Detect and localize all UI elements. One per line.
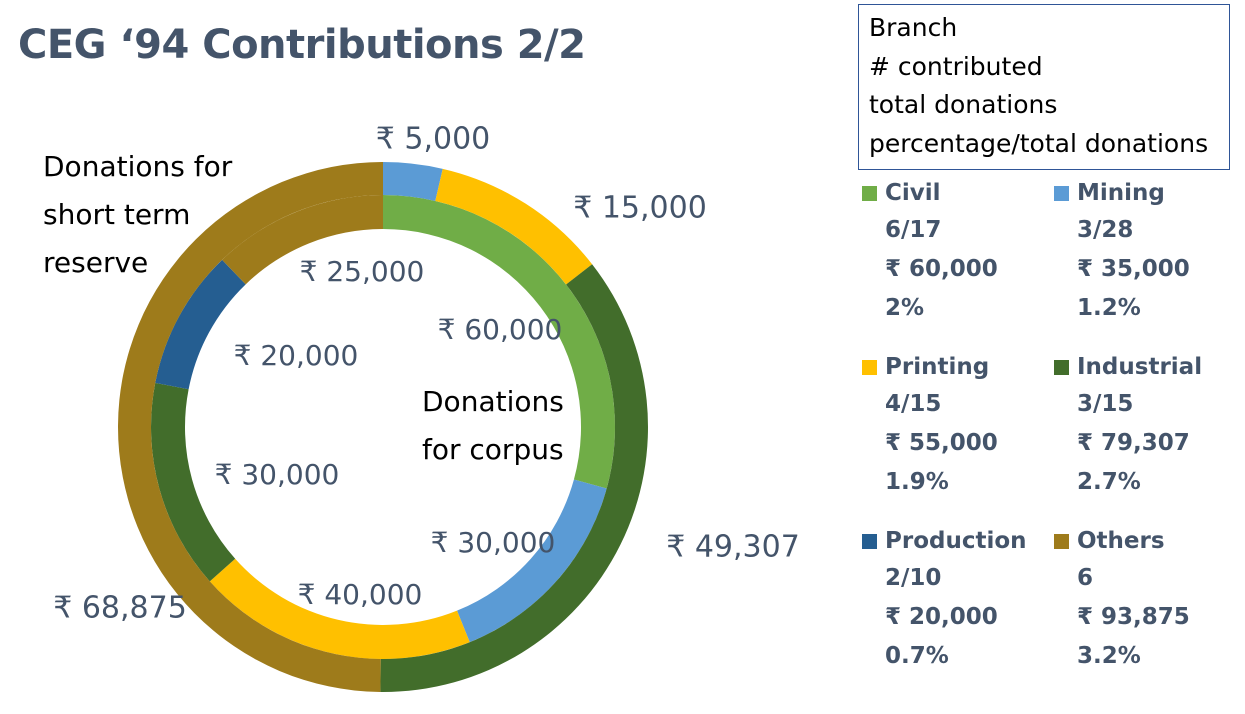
outer-slice-others [117,162,383,692]
legend-key-box: Branch # contributed total donations per… [858,4,1230,170]
legend-contributed: 6/17 [885,217,942,243]
outer-label-mining: ₹ 5,000 [376,122,491,157]
inner-slice-printing [209,558,470,659]
legend-total: ₹ 93,875 [1077,604,1190,630]
legend-contributed: 6 [1077,565,1094,591]
key-line-contributed: # contributed [869,51,1043,81]
inner-slice-industrial [150,382,236,582]
legend-swatch [1054,185,1069,201]
legend-contributed: 3/28 [1077,217,1134,243]
legend-total: ₹ 20,000 [885,604,998,630]
inner-label-industrial: ₹ 30,000 [215,458,340,491]
legend-printing: Printing 4/15 ₹ 55,000 1.9% [862,349,1047,502]
legend-branch-name: Mining [1077,180,1165,206]
inner-label-civil: ₹ 60,000 [438,313,563,346]
legend-total: ₹ 35,000 [1077,256,1190,282]
outer-slice-industrial [380,264,648,693]
legend-percentage: 1.2% [1077,295,1141,321]
legend-branch-name: Civil [885,180,941,206]
legend-swatch [862,533,877,549]
short-term-line-1: Donations for [43,150,233,183]
legend-swatch [1054,533,1069,549]
inner-label-others: ₹ 25,000 [300,255,425,288]
outer-label-industrial: ₹ 49,307 [666,530,800,565]
legend-percentage: 3.2% [1077,643,1141,669]
legend-civil: Civil 6/17 ₹ 60,000 2% [862,175,1047,328]
short-term-line-2: short term [43,198,191,231]
legend-mining: Mining 3/28 ₹ 35,000 1.2% [1054,175,1239,328]
legend-swatch [862,359,877,375]
legend-percentage: 2.7% [1077,469,1141,495]
slide-title: CEG ‘94 Contributions 2/2 [18,22,586,68]
short-term-annotation: Donations for short term reserve [43,143,232,287]
legend-industrial: Industrial 3/15 ₹ 79,307 2.7% [1054,349,1239,502]
short-term-line-3: reserve [43,246,149,279]
corpus-line-2: for corpus [422,433,564,466]
legend-production: Production 2/10 ₹ 20,000 0.7% [862,523,1047,676]
legend-total: ₹ 79,307 [1077,430,1190,456]
legend-total: ₹ 55,000 [885,430,998,456]
outer-slice-printing [435,168,593,285]
corpus-annotation: Donations for corpus [422,378,564,474]
legend-percentage: 1.9% [885,469,949,495]
inner-label-mining: ₹ 30,000 [431,526,556,559]
legend-contributed: 4/15 [885,391,942,417]
legend-others: Others 6 ₹ 93,875 3.2% [1054,523,1239,676]
legend-branch-name: Production [885,528,1027,554]
legend-percentage: 0.7% [885,643,949,669]
inner-label-production: ₹ 20,000 [234,339,359,372]
legend-swatch [862,185,877,201]
key-line-branch: Branch [869,13,958,42]
inner-label-printing: ₹ 40,000 [298,578,423,611]
outer-slice-mining [383,162,443,201]
key-line-percentage: percentage/total donations [869,128,1209,158]
legend-branch-name: Industrial [1077,354,1203,380]
inner-slice-production [155,259,246,390]
key-line-total: total donations [869,90,1058,119]
legend-total: ₹ 60,000 [885,256,998,282]
corpus-line-1: Donations [422,385,564,418]
legend-percentage: 2% [885,295,925,321]
legend-branch-name: Printing [885,354,990,380]
legend-contributed: 3/15 [1077,391,1134,417]
outer-label-others: ₹ 68,875 [53,591,187,626]
inner-slice-others [222,195,383,285]
legend-contributed: 2/10 [885,565,942,591]
inner-slice-mining [457,479,607,643]
legend-swatch [1054,359,1069,375]
legend-branch-name: Others [1077,528,1165,554]
outer-label-printing: ₹ 15,000 [573,191,707,226]
inner-slice-civil [383,195,615,489]
